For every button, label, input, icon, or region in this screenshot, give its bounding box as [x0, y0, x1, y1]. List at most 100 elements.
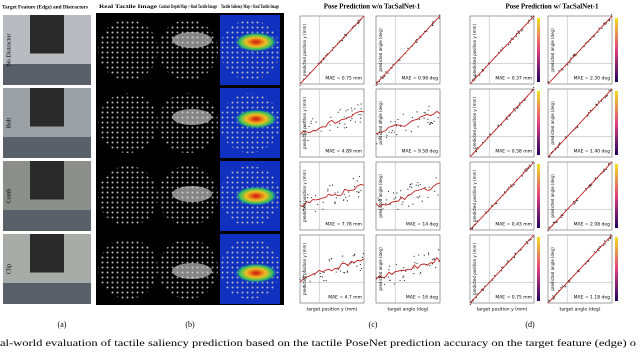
scatter-dot — [423, 111, 425, 113]
trend-line — [375, 110, 441, 135]
scatter-dot — [420, 271, 422, 274]
scatter-dot — [378, 120, 380, 122]
scatter-dot — [352, 178, 354, 180]
scatter-dot — [341, 39, 344, 42]
scatter-dot — [302, 270, 304, 272]
scatter-dot — [403, 279, 406, 282]
contact-depth — [172, 109, 212, 125]
mae-label: MAE = 0.58 mm — [495, 149, 532, 155]
scatter-dot — [312, 118, 314, 120]
scatter-dot — [399, 279, 401, 282]
scatter-dot — [424, 186, 426, 189]
scatter-dot — [421, 200, 423, 202]
scatter-dot — [391, 132, 393, 134]
scatter-dot — [380, 76, 382, 78]
scatter-dot — [587, 260, 590, 262]
scatter-dot — [411, 183, 413, 185]
scatter-dot — [347, 109, 349, 111]
scatter-dot — [332, 47, 334, 49]
scatter-dot — [598, 100, 600, 102]
scatter-dot — [413, 255, 415, 257]
scatter-dot — [527, 242, 529, 245]
scatter-dot — [379, 198, 381, 200]
scatter-dot — [357, 23, 359, 25]
scatter-dot — [484, 211, 486, 213]
scatter-dot — [327, 188, 329, 190]
scatter-dot — [558, 142, 561, 144]
y-axis-label: predicted position y (mm) — [472, 243, 477, 295]
scatter-dot — [437, 194, 439, 196]
scatter-dot — [342, 199, 345, 201]
scatter-dot — [386, 134, 388, 136]
scatter-dot — [304, 125, 306, 127]
scatter-dot — [346, 35, 348, 37]
scatter-dot — [360, 103, 362, 105]
scatter-dot — [598, 27, 600, 29]
plot-area — [299, 234, 365, 304]
plot-area — [299, 88, 365, 158]
scatter-dot — [598, 250, 600, 252]
scatter-dot — [594, 177, 597, 179]
scatter-dot — [352, 255, 354, 257]
scatter-dot — [339, 109, 341, 111]
x-axis-label: target angle (deg) — [387, 307, 428, 313]
scatter-dot — [418, 254, 420, 256]
scatter-dot — [399, 59, 401, 61]
caption: al-world evaluation of tactile saliency … — [0, 338, 636, 349]
scatter-dot — [610, 237, 612, 239]
scatter-dot — [587, 112, 590, 114]
trend-line — [469, 88, 535, 158]
scatter-dot — [328, 259, 330, 261]
scatter-dot — [387, 72, 389, 74]
scatter-dot — [517, 107, 519, 109]
contact-depth — [172, 186, 212, 202]
scatter-dot — [393, 283, 395, 285]
panel-label: (d) — [525, 320, 535, 329]
scatter-dot — [319, 272, 321, 274]
scatter-dot — [528, 164, 530, 166]
scatter-dot — [305, 133, 307, 135]
y-axis-label: predicted angle (deg) — [550, 174, 555, 218]
scatter-dot — [361, 256, 364, 258]
scatter-dot — [438, 249, 440, 251]
scatter-dot — [356, 180, 358, 182]
scatter-dot — [471, 79, 473, 81]
scatter-dot — [402, 276, 404, 278]
scatter-dot — [549, 155, 551, 158]
saliency-blob — [234, 263, 278, 283]
scatter-dot — [356, 265, 358, 267]
saliency-blob — [234, 186, 278, 206]
scatter-dot — [552, 298, 554, 300]
scatter-dot — [474, 75, 477, 77]
scatter-dot — [431, 258, 434, 261]
x-axis-label: target position y (mm) — [307, 307, 358, 313]
column-header: Target Feature (Edge) and Distractors — [2, 3, 88, 10]
scatter-dot — [521, 30, 523, 32]
scatter-dot — [513, 257, 515, 259]
mae-label: MAE = 4.7 mm — [328, 295, 362, 301]
scatter-dot — [574, 202, 576, 204]
scatter-dot — [475, 150, 477, 153]
scatter-dot — [430, 123, 432, 125]
trend-line — [375, 256, 441, 280]
scatter-dot — [500, 124, 503, 126]
scatter-dot — [345, 196, 347, 198]
scatter-dot — [339, 122, 341, 125]
scatter-dot — [479, 74, 481, 76]
scatter-dot — [360, 114, 362, 116]
trend-line — [469, 161, 535, 231]
scatter-dot — [427, 118, 429, 121]
scatter-dot — [400, 190, 402, 192]
scatter-dot — [350, 262, 352, 264]
scatter-dot — [337, 191, 339, 193]
scatter-dot — [317, 203, 319, 206]
y-axis-label: predicted angle (deg) — [550, 101, 555, 145]
scatter-dot — [408, 205, 410, 207]
scatter-dot — [552, 222, 554, 224]
scatter-dot — [395, 263, 398, 266]
scatter-dot — [496, 202, 498, 205]
scatter-dot — [439, 14, 441, 16]
mae-label: MAE = 0.75 mm — [495, 295, 532, 301]
scatter-dot — [335, 197, 337, 199]
scatter-dot — [413, 272, 415, 275]
